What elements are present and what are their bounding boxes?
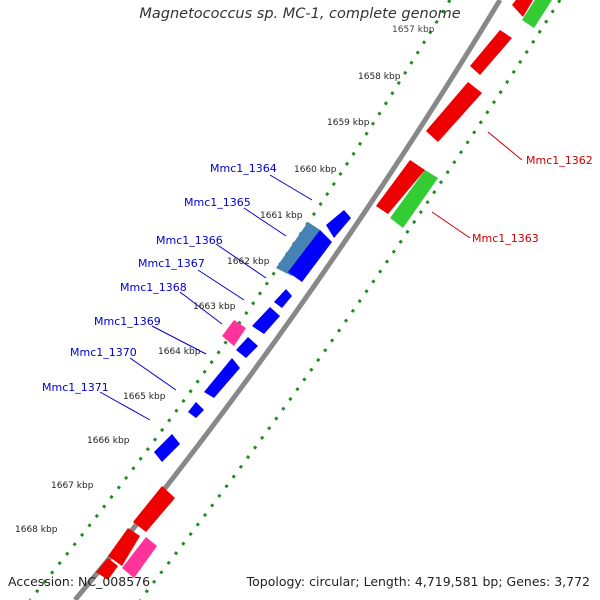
tick-label: 1662 kbp [227, 257, 270, 267]
gene-label[interactable]: Mmc1_1366 [156, 234, 223, 247]
callout-line-1364 [269, 174, 313, 201]
gene-arrow-pink[interactable] [122, 537, 157, 578]
callout-line-1363 [431, 211, 471, 239]
gene-arrow-mmc1-1367[interactable] [252, 307, 280, 334]
gene-label[interactable]: Mmc1_1363 [472, 232, 539, 245]
map-title: Magnetococcus sp. MC-1, complete genome [139, 6, 461, 22]
gene-label[interactable]: Mmc1_1364 [210, 162, 277, 175]
gene-arrow-red[interactable] [108, 528, 140, 566]
gene-arrow-red[interactable] [133, 486, 175, 532]
gene-label[interactable]: Mmc1_1369 [94, 315, 161, 328]
gene-label[interactable]: Mmc1_1368 [120, 281, 187, 294]
gene-arrow-mmc1-1369[interactable] [236, 337, 258, 358]
tick-label: 1665 kbp [123, 392, 166, 402]
tick-label: 1668 kbp [15, 525, 58, 535]
tick-label: 1661 kbp [260, 211, 303, 221]
tick-label: 1657 kbp [392, 25, 435, 35]
gene-arrow-blue[interactable] [154, 434, 180, 462]
tick-label: 1667 kbp [51, 481, 94, 491]
callout-line-1367 [197, 269, 245, 301]
gene-arrow-mmc1-1368[interactable] [222, 320, 246, 346]
gene-arrow-mmc1-1365[interactable] [276, 222, 320, 276]
callout-line-1368 [179, 291, 223, 325]
tick-label: 1658 kbp [358, 72, 401, 82]
tick-label: 1664 kbp [158, 347, 201, 357]
callout-line-1362 [487, 131, 523, 161]
gc-track-inner [138, 0, 562, 600]
gene-label[interactable]: Mmc1_1367 [138, 257, 205, 270]
gene-arrow-mmc1-1371[interactable] [188, 402, 204, 418]
callout-line-1370 [129, 357, 177, 391]
callout-line-1371 [99, 391, 151, 421]
gene-arrow-red[interactable] [512, 0, 533, 17]
tick-label: 1659 kbp [327, 118, 370, 128]
callout-line-1365 [243, 207, 287, 237]
gene-label[interactable]: Mmc1_1370 [70, 346, 137, 359]
gene-arrow-red[interactable] [96, 558, 118, 580]
callout-line-1366 [215, 243, 267, 279]
tick-label: 1663 kbp [193, 302, 236, 312]
gene-label[interactable]: Mmc1_1371 [42, 381, 109, 394]
gene-arrow-red[interactable] [470, 30, 512, 75]
gene-arrow-mmc1-1370[interactable] [204, 358, 240, 398]
tick-label: 1666 kbp [87, 436, 130, 446]
gene-arrow-red[interactable] [426, 82, 482, 142]
gene-arrow-mmc1-1363[interactable] [390, 170, 438, 228]
tick-label: 1660 kbp [294, 165, 337, 175]
gene-arrow-mmc1-1362[interactable] [376, 160, 425, 214]
gene-label[interactable]: Mmc1_1365 [184, 196, 251, 209]
gc-track-outer [28, 0, 452, 600]
accession-text: Accession: NC_008576 [8, 574, 151, 589]
genome-summary-text: Topology: circular; Length: 4,719,581 bp… [246, 574, 590, 589]
gene-arrow-green[interactable] [522, 0, 552, 28]
callout-line-1369 [151, 325, 207, 355]
gene-arrow-mmc1-1366[interactable] [274, 289, 292, 308]
gene-arrow-blue[interactable] [326, 210, 351, 238]
gene-label[interactable]: Mmc1_1362 [526, 154, 593, 167]
gene-arrow-mmc1-1364[interactable] [288, 230, 332, 282]
